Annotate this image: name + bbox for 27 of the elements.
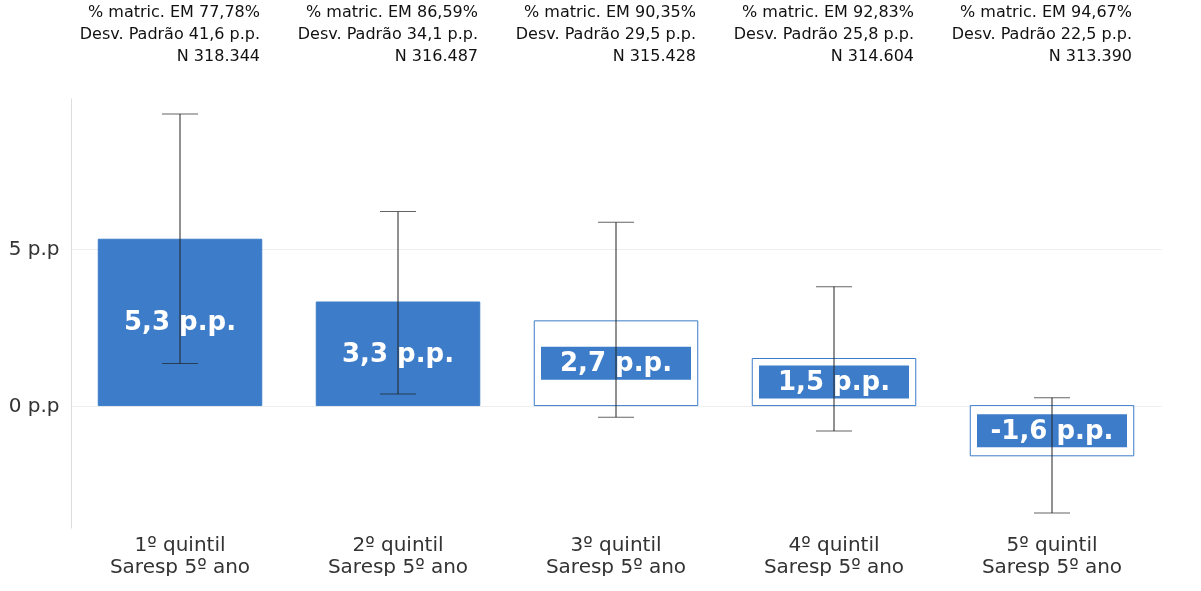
- text: Desv. Padrão 41,6 p.p.: [79, 24, 260, 43]
- text: Desv. Padrão 25,8 p.p.: [733, 24, 914, 43]
- x-tick-label: 2º quintil Saresp 5º ano: [327, 531, 469, 578]
- text: % matric. EM 77,78%: [88, 2, 260, 21]
- text: % matric. EM 94,67%: [960, 2, 1132, 21]
- data-label: 5,3 p.p.: [123, 306, 237, 337]
- x-tick-label: 5º quintil Saresp 5º ano: [981, 531, 1123, 578]
- text: % matric. EM 90,35%: [524, 2, 696, 21]
- text: Desv. Padrão 34,1 p.p.: [297, 24, 478, 43]
- text: Desv. Padrão 29,5 p.p.: [515, 24, 696, 43]
- y-tick-label: 5 p.p: [8, 236, 60, 261]
- x-tick-label: 3º quintil Saresp 5º ano: [545, 531, 687, 578]
- x-tick-label: 1º quintil Saresp 5º ano: [109, 531, 251, 578]
- data-label: 1,5 p.p.: [777, 366, 891, 397]
- text: N 314.604: [830, 46, 914, 65]
- text: N 316.487: [394, 46, 478, 65]
- text: % matric. EM 92,83%: [742, 2, 914, 21]
- x-tick-label: 4º quintil Saresp 5º ano: [763, 531, 905, 578]
- text: Desv. Padrão 22,5 p.p.: [951, 24, 1132, 43]
- data-label: 3,3 p.p.: [341, 337, 455, 368]
- data-label: 2,7 p.p.: [559, 347, 673, 378]
- y-tick-label: 0 p.p: [8, 393, 60, 418]
- text: % matric. EM 86,59%: [306, 2, 478, 21]
- data-label: -1,6 p.p.: [990, 414, 1114, 445]
- text: N 313.390: [1048, 46, 1132, 65]
- text: N 318.344: [176, 46, 260, 65]
- text: N 315.428: [612, 46, 696, 65]
